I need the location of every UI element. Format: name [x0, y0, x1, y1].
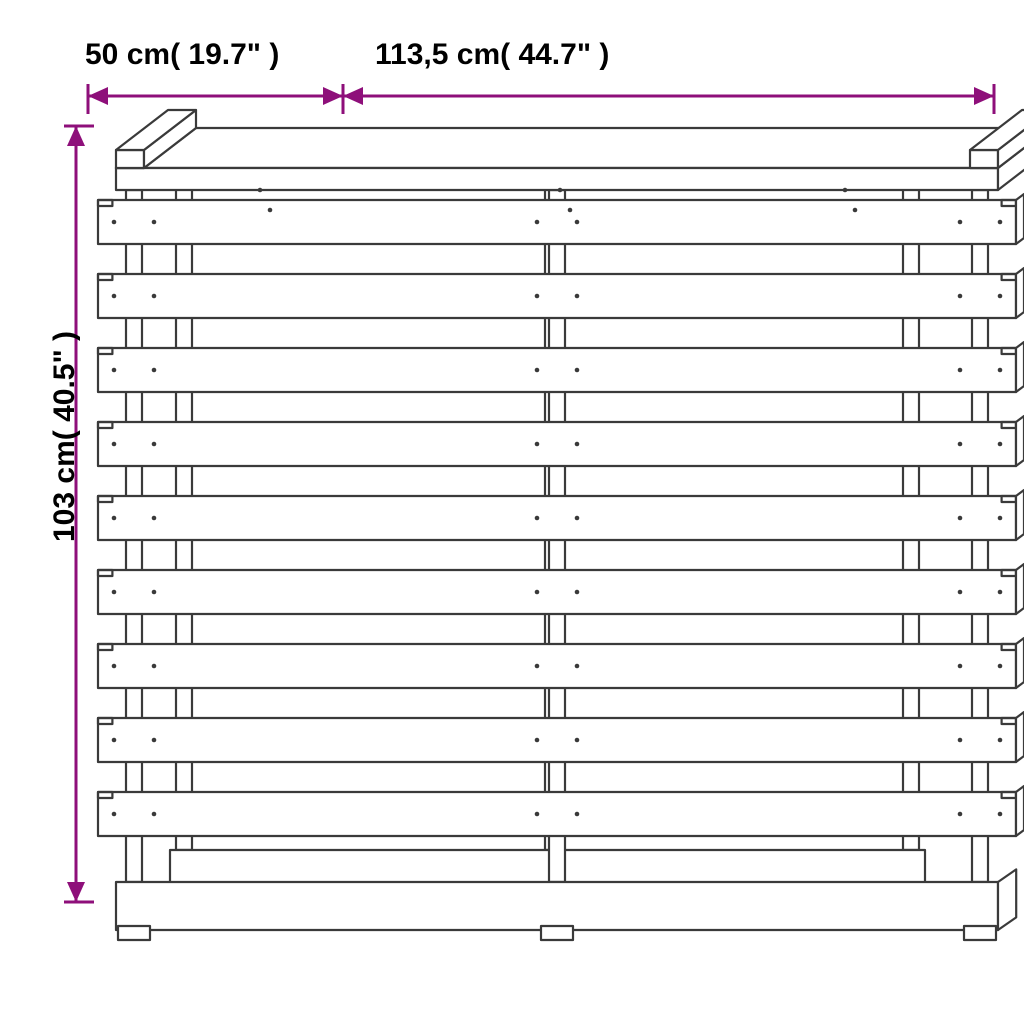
- drawing-svg: [0, 0, 1024, 1024]
- width-dimension-label: 113,5 cm( 44.7" ): [375, 38, 609, 72]
- front-slats: [98, 194, 1024, 836]
- counter-top: [116, 110, 1024, 212]
- depth-dimension-label: 50 cm( 19.7" ): [85, 38, 279, 72]
- drawing-canvas: 50 cm( 19.7" ) 113,5 cm( 44.7" ) 103 cm(…: [0, 0, 1024, 1024]
- height-dimension-label: 103 cm( 40.5" ): [48, 331, 82, 542]
